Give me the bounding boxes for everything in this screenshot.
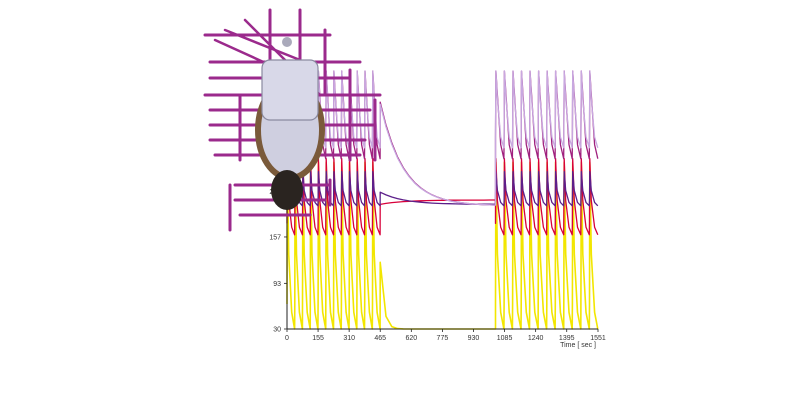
x-tick-label: 1085 bbox=[497, 335, 513, 342]
valve-knob-icon bbox=[282, 37, 292, 47]
x-tick-label: 310 bbox=[343, 335, 355, 342]
crankcase-icon bbox=[271, 170, 303, 210]
pipe-segment bbox=[223, 28, 302, 62]
cylinder-head-icon bbox=[261, 59, 319, 121]
x-axis-label: Time [ sec ] bbox=[560, 342, 596, 349]
x-tick-label: 775 bbox=[437, 335, 449, 342]
x-tick-label: 465 bbox=[374, 335, 386, 342]
x-tick-label: 620 bbox=[405, 335, 417, 342]
x-tick-label: 1240 bbox=[528, 335, 544, 342]
x-tick-label: 1395 bbox=[559, 335, 575, 342]
y-tick-label: 157 bbox=[269, 234, 281, 241]
y-tick-label: 30 bbox=[273, 327, 281, 334]
y-tick-label: 93 bbox=[273, 281, 281, 288]
axes: 0 155 310 465 620 775 930 1085 1240 1395 1551 30 93 1… bbox=[269, 100, 606, 349]
x-tick-label: 930 bbox=[468, 335, 480, 342]
x-tick-label: 155 bbox=[312, 335, 324, 342]
series-line bbox=[286, 171, 599, 207]
pipe-segment bbox=[213, 38, 272, 67]
x-tick-label: 1551 bbox=[590, 335, 606, 342]
x-tick-label: 0 bbox=[285, 335, 289, 342]
engine-model-illustration bbox=[203, 8, 382, 232]
